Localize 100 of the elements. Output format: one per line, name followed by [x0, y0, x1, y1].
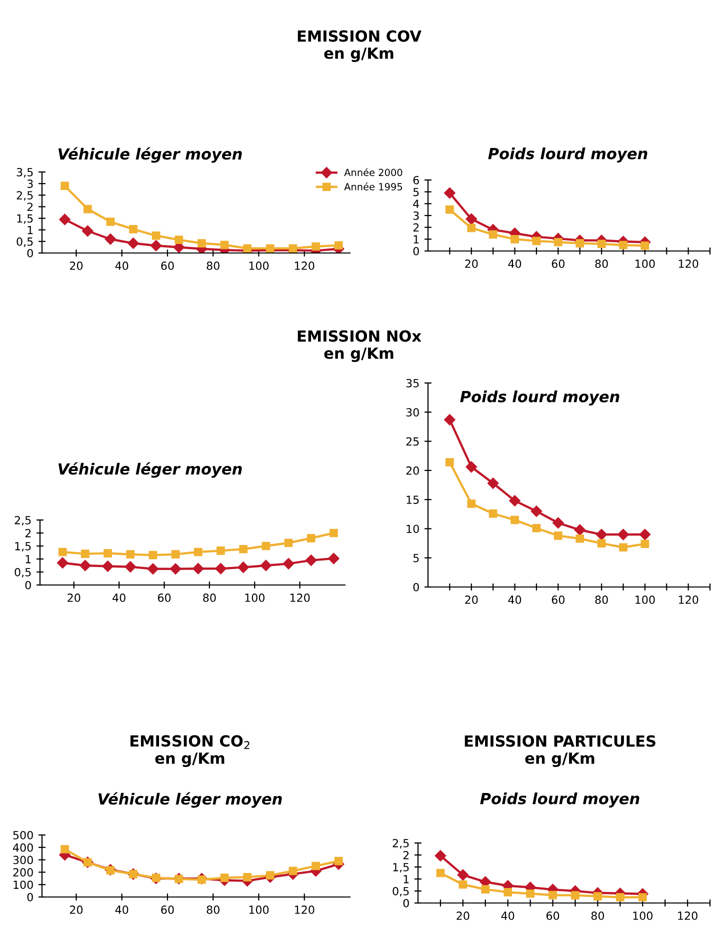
x-tick-label: 60: [552, 260, 564, 268]
y-tick-label: 0: [27, 892, 33, 902]
point: [128, 238, 139, 249]
chart-subtitle: Véhicule léger moyen: [58, 147, 242, 163]
point: [548, 890, 557, 900]
point: [618, 528, 629, 540]
x-tick-label: 40: [115, 906, 128, 914]
x-tick-label: 100: [633, 912, 652, 920]
point: [467, 499, 476, 508]
point: [284, 538, 293, 548]
chart-title: EMISSION COV en g/Km: [298, 30, 422, 62]
point: [104, 549, 112, 558]
point: [458, 880, 468, 889]
y-tick-label: 0: [413, 246, 419, 256]
chart-title: EMISSION PARTICULES en g/Km: [464, 735, 656, 768]
point: [239, 544, 248, 554]
chart-title: EMISSION NOx en g/Km: [298, 330, 422, 362]
point: [198, 875, 206, 884]
point: [60, 845, 69, 854]
point: [481, 885, 490, 894]
point: [526, 889, 534, 898]
point: [194, 548, 202, 556]
y-tick-label: 2: [25, 528, 31, 538]
y-tick-label: 5: [413, 188, 419, 196]
point: [330, 528, 338, 538]
point: [262, 542, 270, 550]
point: [594, 892, 602, 900]
x-tick-label: 60: [158, 594, 171, 602]
y-tick-label: 1,5: [17, 214, 33, 224]
point: [171, 550, 180, 558]
x-tick-label: 100: [636, 596, 655, 604]
point: [288, 866, 298, 876]
point: [243, 872, 252, 882]
point: [147, 563, 159, 574]
y-tick-label: 300: [13, 856, 33, 864]
point: [457, 869, 469, 881]
point: [552, 517, 564, 528]
y-tick-label: 1: [404, 875, 409, 884]
point: [238, 562, 249, 573]
y-tick-label: 1,5: [393, 863, 409, 873]
point: [80, 560, 91, 572]
y-tick-label: 0: [25, 580, 31, 590]
point: [510, 516, 519, 524]
y-tick-label: 1,5: [15, 542, 31, 552]
point: [574, 524, 586, 536]
y-tick-label: 20: [406, 466, 419, 475]
x-tick-label: 80: [206, 262, 220, 270]
point: [571, 891, 580, 900]
point: [554, 238, 562, 246]
x-tick-label: 40: [115, 262, 128, 270]
point: [532, 236, 541, 246]
x-tick-label: 60: [552, 596, 564, 604]
point: [616, 893, 624, 902]
y-tick-label: 30: [406, 408, 419, 417]
point: [510, 235, 519, 244]
point: [446, 458, 454, 466]
point: [148, 550, 158, 560]
x-tick-label: 20: [70, 262, 83, 270]
point: [487, 478, 499, 489]
point: [306, 554, 317, 566]
point: [282, 558, 294, 570]
point: [106, 218, 115, 226]
x-tick-label: 40: [508, 260, 522, 268]
y-tick-label: 3: [27, 180, 33, 188]
y-tick-label: 3,5: [16, 168, 33, 178]
x-tick-label: 40: [508, 596, 522, 604]
y-tick-label: 1: [26, 555, 31, 564]
legend-label: Année 2000: [344, 168, 402, 176]
y-tick-label: 0: [413, 582, 419, 592]
point: [509, 495, 520, 506]
point: [192, 563, 204, 574]
point: [124, 561, 136, 572]
point: [56, 557, 68, 569]
point: [444, 187, 456, 199]
x-tick-label: 80: [595, 596, 608, 604]
point: [60, 182, 69, 190]
point: [466, 461, 477, 473]
point: [129, 224, 138, 234]
chart-title: EMISSION CO$_{2}$ en g/Km: [130, 735, 250, 768]
x-tick-label: 40: [501, 912, 514, 920]
x-tick-label: 20: [456, 912, 470, 920]
x-tick-label: 100: [636, 260, 655, 268]
x-tick-label: 120: [678, 260, 698, 268]
x-tick-label: 120: [294, 262, 314, 270]
point: [640, 540, 650, 548]
point: [576, 534, 584, 543]
y-tick-label: 0,5: [14, 568, 31, 578]
point: [306, 534, 316, 542]
point: [504, 888, 512, 896]
chart-subtitle: Poids lourd moyen: [460, 390, 620, 406]
point: [102, 560, 114, 572]
y-tick-label: 1: [28, 226, 33, 234]
x-tick-label: 60: [546, 912, 560, 920]
y-tick-label: 1: [414, 235, 419, 244]
y-tick-label: 2: [413, 223, 419, 232]
x-tick-label: 100: [249, 906, 269, 914]
point: [488, 509, 498, 518]
chart-subtitle: Poids lourd moyen: [480, 792, 640, 808]
point: [198, 239, 206, 248]
point: [82, 225, 94, 237]
